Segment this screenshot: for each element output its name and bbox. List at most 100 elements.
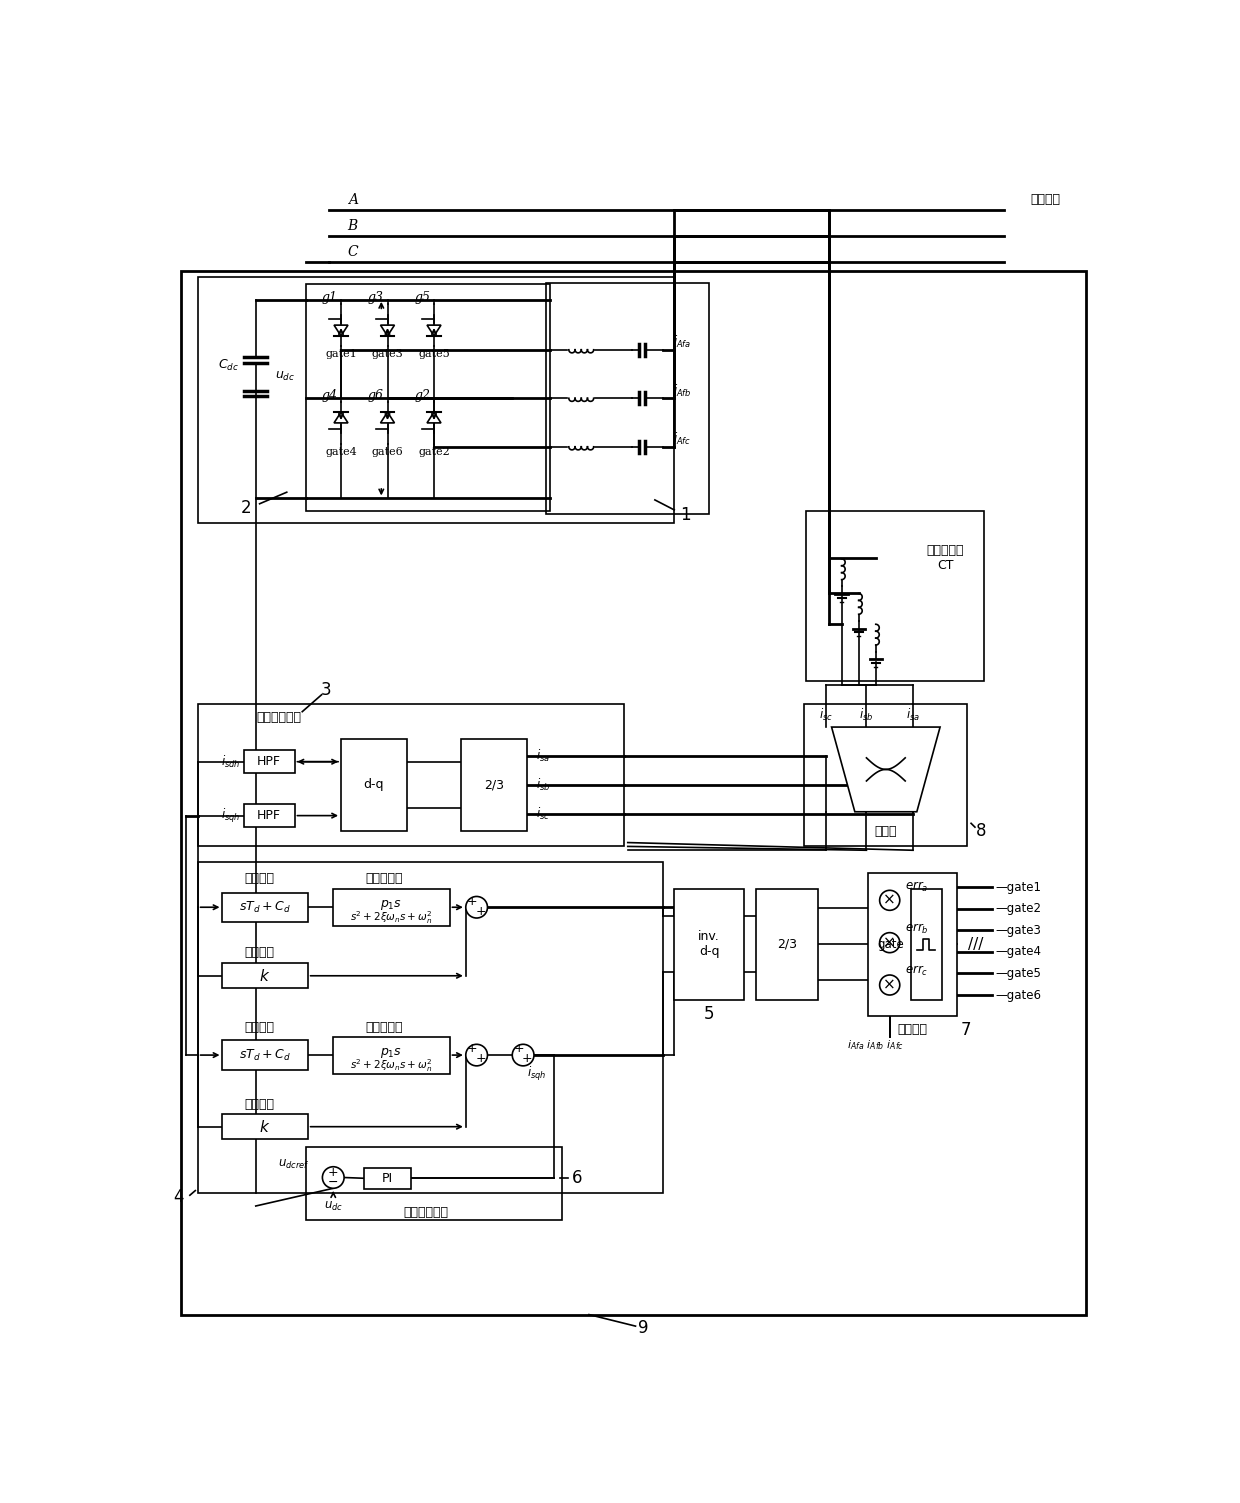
Bar <box>755 888 817 1001</box>
Text: +: + <box>466 894 477 908</box>
Text: 滞环控制: 滞环控制 <box>898 1024 928 1036</box>
Bar <box>244 804 295 827</box>
Bar <box>222 1040 308 1070</box>
Text: $i_{sb}$: $i_{sb}$ <box>536 777 551 794</box>
Bar <box>805 703 967 846</box>
Polygon shape <box>427 412 441 422</box>
Bar <box>197 861 662 1193</box>
Text: $i_{sqh}$: $i_{sqh}$ <box>527 1066 547 1084</box>
Text: 4: 4 <box>174 1187 184 1205</box>
Text: $i_{Afa}$: $i_{Afa}$ <box>672 334 691 350</box>
Text: g2: g2 <box>414 389 430 403</box>
Text: $u_{dc}$: $u_{dc}$ <box>275 370 295 383</box>
Text: $k$: $k$ <box>259 968 270 984</box>
Text: +: + <box>466 1043 477 1055</box>
Polygon shape <box>427 325 441 335</box>
Text: —gate5: —gate5 <box>996 966 1042 980</box>
Text: $s^2+2\xi\omega_n s+\omega_n^2$: $s^2+2\xi\omega_n s+\omega_n^2$ <box>350 909 433 926</box>
Text: 微分环节: 微分环节 <box>244 872 274 885</box>
Text: +: + <box>513 1043 523 1055</box>
Text: 5: 5 <box>704 1006 714 1024</box>
Text: d-q: d-q <box>363 779 384 791</box>
Text: +: + <box>522 1052 532 1066</box>
Text: 输电线路: 输电线路 <box>1030 192 1060 206</box>
Text: $err_c$: $err_c$ <box>905 963 929 978</box>
Text: gate4: gate4 <box>325 448 357 457</box>
Text: $s^2+2\xi\omega_n s+\omega_n^2$: $s^2+2\xi\omega_n s+\omega_n^2$ <box>350 1058 433 1075</box>
Bar <box>806 511 985 681</box>
Text: $i_{sqh}$: $i_{sqh}$ <box>221 807 241 825</box>
Text: —gate3: —gate3 <box>996 924 1042 936</box>
Text: 直流电庋控制: 直流电庋控制 <box>404 1205 449 1219</box>
Polygon shape <box>381 325 394 335</box>
Text: ///: /// <box>968 936 983 951</box>
Text: A: A <box>347 192 357 206</box>
Text: 比例环节: 比例环节 <box>244 947 274 959</box>
Text: ×: × <box>883 893 897 908</box>
Text: $C_{dc}$: $C_{dc}$ <box>218 358 238 373</box>
Text: —gate2: —gate2 <box>996 902 1042 915</box>
Text: inv.: inv. <box>698 930 720 942</box>
Text: $i_{Afa}$ $i_{Afb}$ $i_{Afc}$: $i_{Afa}$ $i_{Afb}$ $i_{Afc}$ <box>847 1039 904 1052</box>
Text: +: + <box>327 1166 339 1178</box>
Text: 谐波源: 谐波源 <box>874 825 897 837</box>
Text: d-q: d-q <box>699 945 719 959</box>
Polygon shape <box>832 727 940 812</box>
Text: 微分环节: 微分环节 <box>244 1021 274 1034</box>
Text: 9: 9 <box>639 1318 649 1336</box>
Bar <box>244 750 295 773</box>
Bar <box>675 888 744 1001</box>
Bar <box>341 738 407 831</box>
Bar <box>910 888 941 1001</box>
Text: $p_1 s$: $p_1 s$ <box>381 897 403 912</box>
Text: $i_{sc}$: $i_{sc}$ <box>536 806 551 822</box>
Bar <box>222 1114 308 1139</box>
Polygon shape <box>381 412 394 422</box>
Text: $u_{dcref}$: $u_{dcref}$ <box>279 1157 310 1171</box>
Text: +: + <box>475 1052 486 1066</box>
Text: —gate6: —gate6 <box>996 989 1042 1001</box>
Text: 电流互感器
CT: 电流互感器 CT <box>926 544 965 571</box>
Text: $sT_d+C_d$: $sT_d+C_d$ <box>239 1048 291 1063</box>
Bar <box>306 284 551 511</box>
Bar <box>365 1168 410 1189</box>
Text: B: B <box>347 219 358 233</box>
Bar <box>547 283 709 514</box>
Bar <box>197 703 624 846</box>
Bar <box>868 873 957 1016</box>
Text: 1: 1 <box>681 507 691 525</box>
Text: $i_{Afc}$: $i_{Afc}$ <box>672 431 691 446</box>
Text: 3: 3 <box>320 681 331 699</box>
Text: 比例环节: 比例环节 <box>244 1097 274 1111</box>
Text: $k$: $k$ <box>259 1118 270 1135</box>
Circle shape <box>879 975 900 995</box>
Text: PI: PI <box>382 1172 393 1184</box>
Circle shape <box>322 1166 345 1189</box>
Bar <box>334 888 449 926</box>
Text: g6: g6 <box>367 389 383 403</box>
Text: 二阶滤波器: 二阶滤波器 <box>365 1021 402 1034</box>
Circle shape <box>879 933 900 953</box>
Text: g4: g4 <box>321 389 337 403</box>
Text: $i_{sa}$: $i_{sa}$ <box>906 706 920 723</box>
Text: g1: g1 <box>321 292 337 304</box>
Text: 2/3: 2/3 <box>776 938 796 951</box>
Text: g5: g5 <box>414 292 430 304</box>
Text: $i_{sa}$: $i_{sa}$ <box>536 747 551 764</box>
Text: HPF: HPF <box>257 755 281 768</box>
Text: C: C <box>347 245 358 259</box>
Text: 7: 7 <box>961 1021 971 1039</box>
Text: +: + <box>475 905 486 918</box>
Bar <box>461 738 527 831</box>
Text: ×: × <box>883 977 897 992</box>
Text: 6: 6 <box>572 1169 583 1187</box>
Text: $i_{sc}$: $i_{sc}$ <box>820 706 833 723</box>
Polygon shape <box>334 412 348 422</box>
Text: gate3: gate3 <box>372 349 403 359</box>
Text: $u_{dc}$: $u_{dc}$ <box>324 1199 342 1213</box>
Text: $err_b$: $err_b$ <box>905 921 929 936</box>
Text: HPF: HPF <box>257 809 281 822</box>
Bar <box>334 1037 449 1073</box>
Text: gate: gate <box>878 938 904 951</box>
Text: $i_{sdh}$: $i_{sdh}$ <box>221 753 241 770</box>
